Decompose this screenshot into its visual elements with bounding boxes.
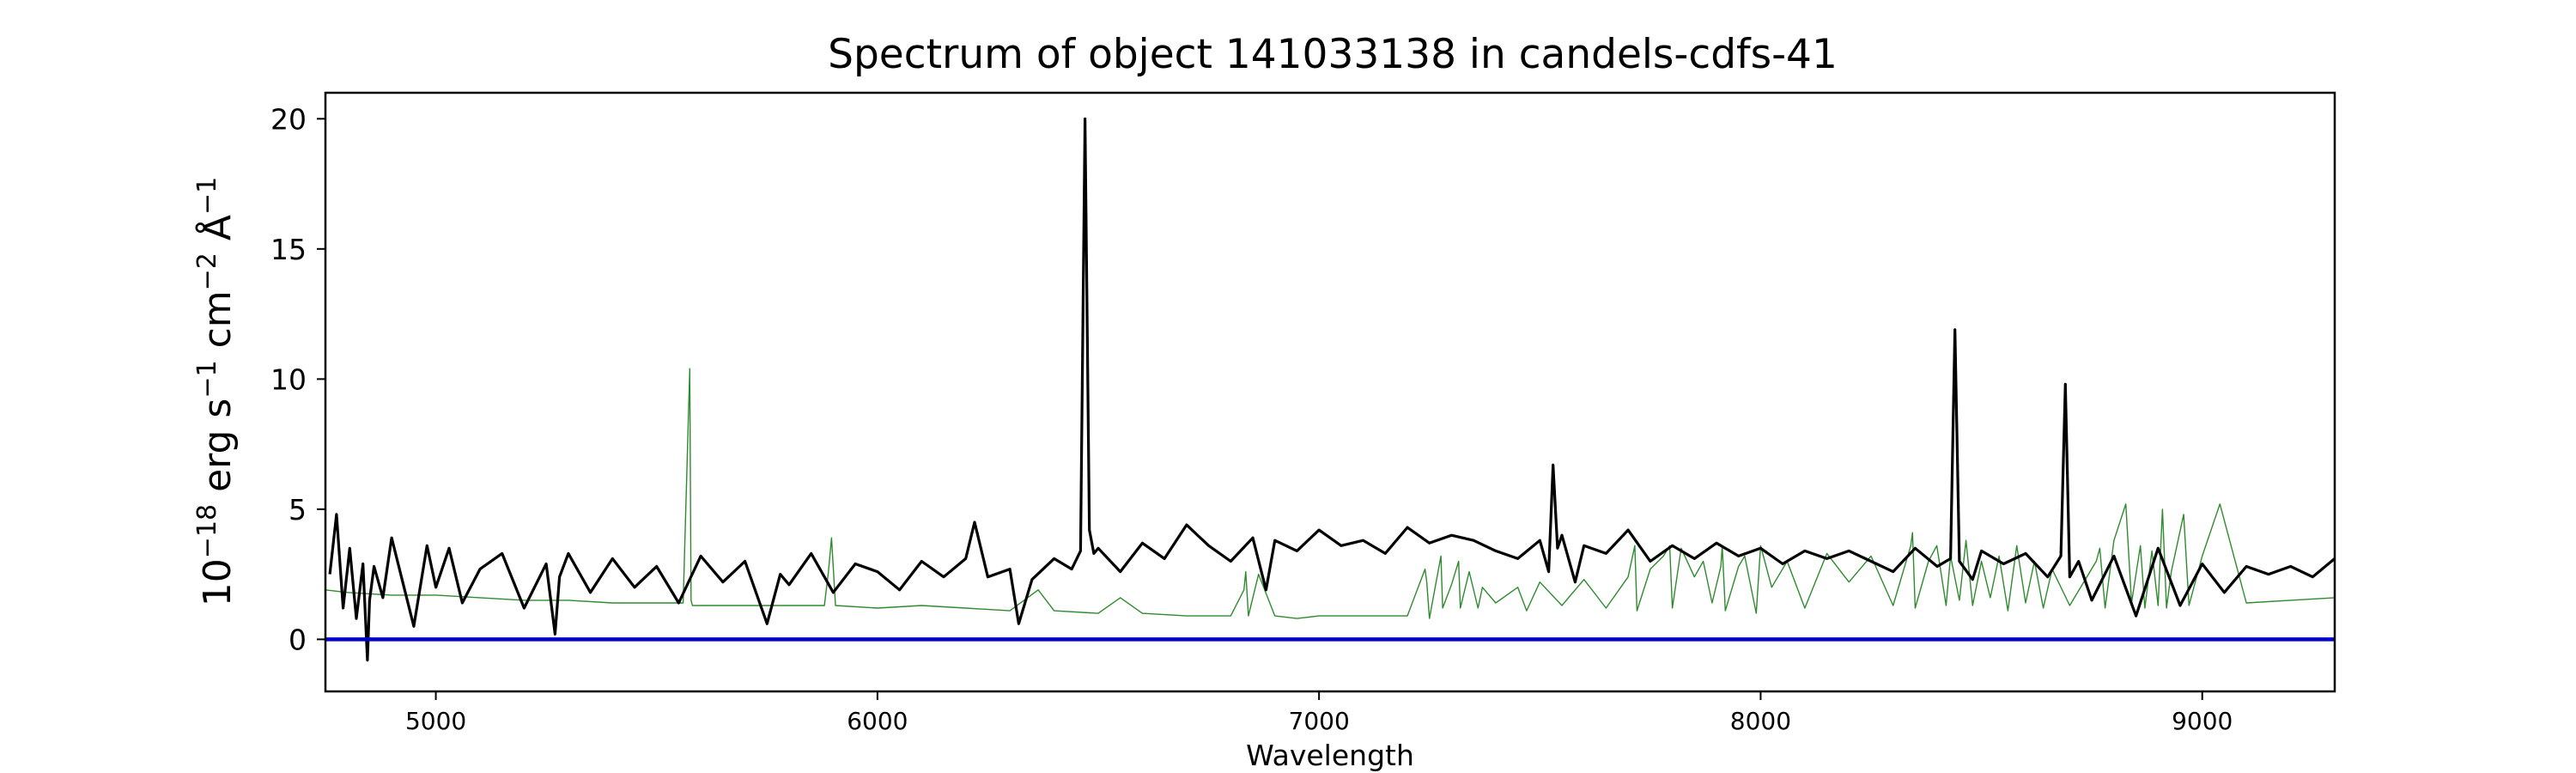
y-label-mid-3: Å — [194, 215, 240, 253]
y-axis-label: 10−18 erg s−1 cm−2 Å−1 — [192, 177, 240, 606]
y-tick-label: 20 — [270, 102, 307, 136]
y-label-exp-3: −2 — [192, 253, 222, 290]
x-axis-label: Wavelength — [1246, 739, 1414, 772]
x-tick-label: 5000 — [405, 707, 466, 735]
x-tick-label: 7000 — [1289, 707, 1350, 735]
y-tick-label: 5 — [289, 493, 307, 526]
plot-area — [325, 117, 2336, 662]
y-label-base: 10 — [196, 558, 240, 606]
axes-frame — [324, 91, 2336, 693]
y-label-mid-2: cm — [196, 290, 240, 360]
y-tick-label: 10 — [270, 362, 307, 396]
y-label-exp-2: −1 — [192, 360, 222, 398]
y-label-exp-1: −18 — [192, 504, 222, 558]
y-tick-label: 15 — [270, 233, 307, 266]
x-tick-label: 9000 — [2172, 707, 2233, 735]
chart-title: Spectrum of object 141033138 in candels-… — [828, 31, 1838, 78]
x-tick-label: 8000 — [1730, 707, 1791, 735]
x-axis: 5000 6000 7000 8000 9000 — [405, 691, 2233, 735]
series-layer — [325, 117, 2336, 662]
y-label-exp-4: −1 — [192, 177, 222, 215]
y-axis: 0 5 10 15 20 — [270, 102, 325, 656]
y-tick-label: 0 — [289, 623, 307, 656]
spectrum-series-line — [328, 117, 2336, 662]
x-tick-label: 6000 — [847, 707, 908, 735]
y-label-mid-1: erg s — [196, 399, 240, 504]
sky-series-line — [325, 368, 2336, 619]
